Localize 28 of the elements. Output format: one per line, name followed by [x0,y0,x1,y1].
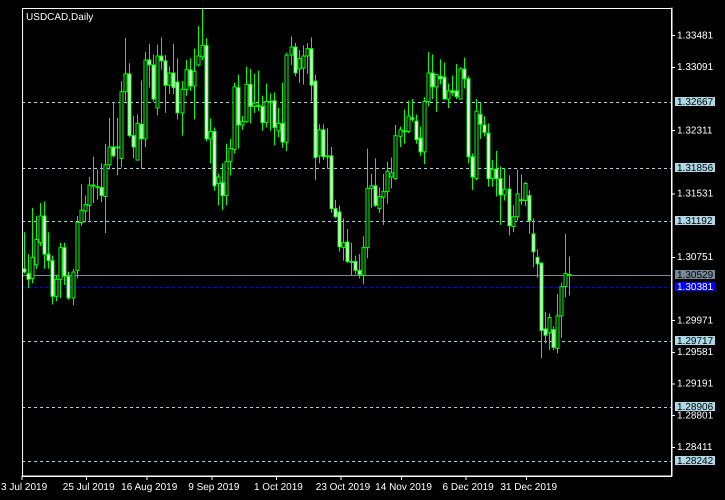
x-tick-label: 25 Jul 2019 [62,482,115,493]
ref-line-label: 1.32667 [677,96,714,108]
ref-line-label: 1.30381 [677,282,714,293]
ref-line-label: 1.31192 [677,216,713,227]
y-tick-label: 1.29191 [677,378,714,390]
chart-title: USDCAD,Daily [26,12,94,23]
y-tick-label: 1.31531 [677,188,714,200]
y-tick-label: 1.28801 [677,410,714,422]
x-tick-label: 9 Sep 2019 [188,482,240,493]
ref-line-label: 1.29717 [677,336,714,347]
y-tick-label: 1.29971 [677,315,714,326]
ref-line-label: 1.28906 [677,402,714,413]
ref-line-label: 1.30529 [677,270,714,281]
ref-line-label: 1.28242 [677,456,714,467]
x-tick-label: 3 Jul 2019 [0,482,48,493]
x-tick-label: 14 Nov 2019 [375,482,432,493]
y-tick-label: 1.32311 [677,125,713,136]
x-tick-label: 16 Aug 2019 [121,482,178,493]
y-tick-label: 1.29581 [677,347,714,358]
x-tick-label: 31 Dec 2019 [500,482,558,493]
x-tick-label: 1 Oct 2019 [254,482,304,493]
ref-line-label: 1.31856 [677,162,714,174]
y-tick-label: 1.33481 [677,30,714,42]
y-tick-label: 1.28411 [677,442,713,454]
y-tick-label: 1.30751 [677,252,714,264]
x-tick-label: 23 Oct 2019 [316,482,371,493]
y-tick-label: 1.33091 [677,62,714,74]
x-tick-label: 6 Dec 2019 [442,482,494,493]
